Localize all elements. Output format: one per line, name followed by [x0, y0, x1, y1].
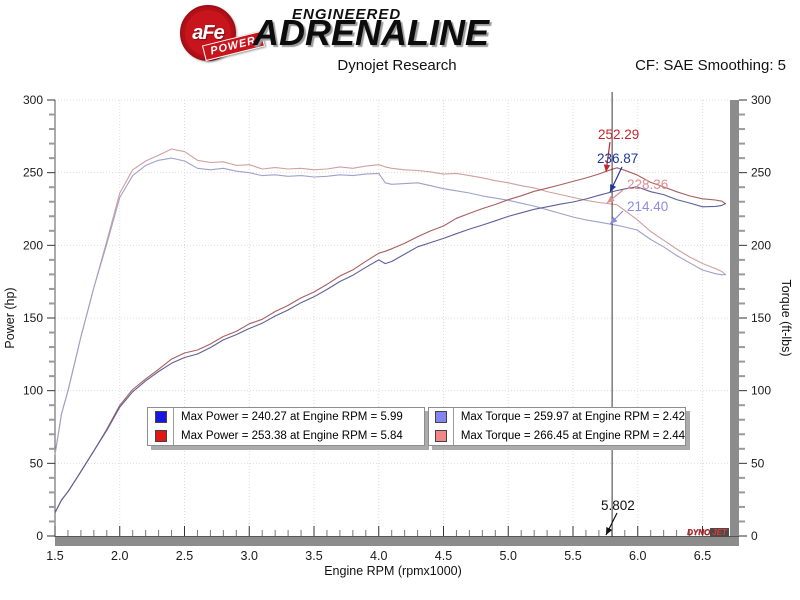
- chart-axis-titles: Power (hp) Torque (ft-lbs) Engine RPM (rpm…: [3, 279, 793, 578]
- svg-text:236.87: 236.87: [597, 151, 638, 166]
- dynojet-watermark: DYNO JET: [687, 528, 729, 537]
- legend-swatch-cell: [429, 408, 454, 427]
- svg-text:200: 200: [23, 238, 43, 252]
- svg-text:0: 0: [36, 529, 43, 543]
- svg-text:3.0: 3.0: [241, 549, 258, 563]
- legend-power-box: Max Power = 240.27 at Engine RPM = 5.99 M…: [147, 407, 425, 446]
- brand-adrenaline-text: ADRENALINE: [253, 12, 490, 53]
- svg-text:6.0: 6.0: [629, 549, 646, 563]
- legend-swatch-power-1: [154, 429, 167, 442]
- legend-label-power-1: Max Power = 253.38 at Engine RPM = 5.84: [181, 429, 403, 442]
- legend-swatch-power-0: [154, 411, 167, 424]
- svg-text:5.802: 5.802: [601, 498, 635, 513]
- svg-text:2.0: 2.0: [111, 549, 128, 563]
- brand-engineered-text: ENGINEERED: [292, 6, 402, 23]
- annotation-252.29: 252.29: [598, 127, 639, 173]
- svg-text:5.0: 5.0: [500, 549, 517, 563]
- dynojet-watermark-left: DYNO: [687, 528, 711, 537]
- legend-swatch-cell: [148, 426, 174, 445]
- legend-swatch-cell: [429, 426, 454, 445]
- svg-text:300: 300: [23, 93, 43, 107]
- annotation-228.36: 228.36: [606, 177, 668, 204]
- svg-text:4.0: 4.0: [370, 549, 387, 563]
- svg-text:Engine RPM (rpmx1000): Engine RPM (rpmx1000): [324, 564, 462, 578]
- svg-text:150: 150: [23, 311, 43, 325]
- svg-text:50: 50: [30, 456, 44, 470]
- svg-text:Torque (ft-lbs): Torque (ft-lbs): [779, 279, 793, 356]
- svg-text:Power (hp): Power (hp): [3, 287, 17, 348]
- afe-logo-text: aFe: [192, 21, 224, 44]
- svg-text:50: 50: [751, 456, 765, 470]
- series-torque-blue: [54, 157, 726, 455]
- annotation-236.87: 236.87: [597, 151, 638, 193]
- chart-annotations: 252.29 236.87 228.36 214.40 5.802: [597, 127, 668, 536]
- svg-text:250: 250: [23, 166, 43, 180]
- svg-text:4.5: 4.5: [435, 549, 452, 563]
- svg-text:200: 200: [751, 238, 771, 252]
- series-power-red: [54, 167, 727, 513]
- svg-text:1.5: 1.5: [46, 549, 63, 563]
- legend-swatch-cell: [148, 408, 174, 427]
- legend-row-torque-1: Max Torque = 266.45 at Engine RPM = 2.44: [429, 426, 685, 445]
- svg-text:252.29: 252.29: [598, 127, 639, 142]
- svg-text:228.36: 228.36: [627, 177, 668, 192]
- svg-text:3.5: 3.5: [305, 549, 322, 563]
- chart-series: [54, 148, 727, 513]
- svg-text:100: 100: [23, 384, 43, 398]
- chart-tick-labels: 1.5 2.0 2.5 3.0 3.5 4.0 4.5 5.0 5.5 6.0 6.5 0 0 50 50 1…: [23, 93, 771, 563]
- legend-swatch-torque-0: [434, 411, 447, 424]
- svg-text:250: 250: [751, 166, 771, 180]
- legend-torque-box: Max Torque = 259.97 at Engine RPM = 2.42…: [428, 407, 686, 446]
- chart-title: Dynojet Research: [337, 57, 457, 74]
- dynojet-watermark-right: JET: [710, 528, 729, 537]
- svg-text:100: 100: [751, 384, 771, 398]
- legend-row-power-1: Max Power = 253.38 at Engine RPM = 5.84: [148, 426, 424, 445]
- legend-label-torque-1: Max Torque = 266.45 at Engine RPM = 2.44: [460, 429, 685, 442]
- chart-frame: [54, 100, 739, 546]
- svg-text:214.40: 214.40: [627, 199, 668, 214]
- svg-text:2.5: 2.5: [176, 549, 193, 563]
- svg-text:300: 300: [751, 93, 771, 107]
- series-torque-red: [54, 148, 727, 455]
- legend-swatch-torque-1: [434, 429, 447, 442]
- svg-text:150: 150: [751, 311, 771, 325]
- series-power-blue: [54, 186, 727, 513]
- svg-text:6.5: 6.5: [694, 549, 711, 563]
- svg-text:5.5: 5.5: [564, 549, 581, 563]
- annotation-214.40: 214.40: [609, 199, 668, 225]
- legend-row-torque-0: Max Torque = 259.97 at Engine RPM = 2.42: [429, 408, 685, 427]
- svg-text:0: 0: [751, 529, 758, 543]
- legend-label-torque-0: Max Torque = 259.97 at Engine RPM = 2.42: [460, 411, 685, 424]
- legend-row-power-0: Max Power = 240.27 at Engine RPM = 5.99: [148, 408, 424, 427]
- annotation-5.802: 5.802: [601, 498, 635, 536]
- legend-label-power-0: Max Power = 240.27 at Engine RPM = 5.99: [181, 411, 403, 424]
- correction-factor-label: CF: SAE Smoothing: 5: [635, 57, 786, 74]
